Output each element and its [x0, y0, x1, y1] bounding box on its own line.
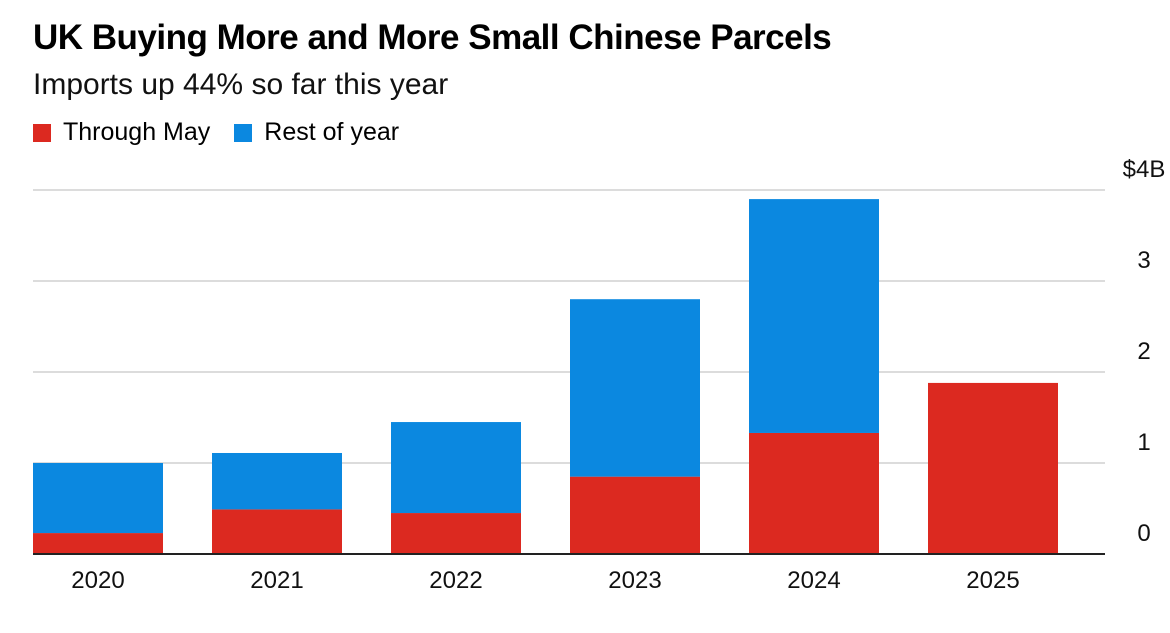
- legend-item-through-may: Through May: [33, 118, 210, 147]
- x-tick-label: 2023: [608, 567, 661, 594]
- x-tick-label: 2021: [250, 567, 303, 594]
- x-tick-label: 2022: [429, 567, 482, 594]
- bar-through-may-2020: [33, 533, 163, 554]
- bar-rest-of-year-2020: [33, 463, 163, 534]
- x-tick-label: 2024: [787, 567, 840, 594]
- bar-through-may-2023: [570, 476, 700, 554]
- legend-label-rest-of-year: Rest of year: [264, 118, 400, 146]
- chart-subtitle: Imports up 44% so far this year: [33, 68, 449, 101]
- bar-rest-of-year-2024: [749, 199, 879, 433]
- y-tick-label: 2: [1137, 338, 1150, 365]
- bar-rest-of-year-2022: [391, 422, 521, 514]
- legend-swatch-rest-of-year: [234, 123, 253, 142]
- bar-through-may-2025: [928, 382, 1058, 554]
- legend-label-through-may: Through May: [63, 118, 211, 146]
- legend-item-rest-of-year: Rest of year: [234, 118, 399, 147]
- y-tick-label: 1: [1137, 429, 1150, 456]
- bar-rest-of-year-2023: [570, 299, 700, 477]
- y-tick-label: 0: [1137, 520, 1150, 547]
- chart-title: UK Buying More and More Small Chinese Pa…: [33, 18, 832, 57]
- bar-rest-of-year-2021: [212, 452, 342, 510]
- bar-through-may-2024: [749, 432, 879, 554]
- bar-through-may-2021: [212, 509, 342, 554]
- legend: Through May Rest of year: [33, 118, 423, 147]
- y-tick-label: $4B: [1123, 156, 1166, 183]
- legend-swatch-through-may: [33, 123, 51, 142]
- y-tick-label: 3: [1137, 247, 1150, 274]
- x-tick-label: 2020: [71, 567, 124, 594]
- bar-through-may-2022: [391, 513, 521, 554]
- x-tick-label: 2025: [966, 567, 1019, 594]
